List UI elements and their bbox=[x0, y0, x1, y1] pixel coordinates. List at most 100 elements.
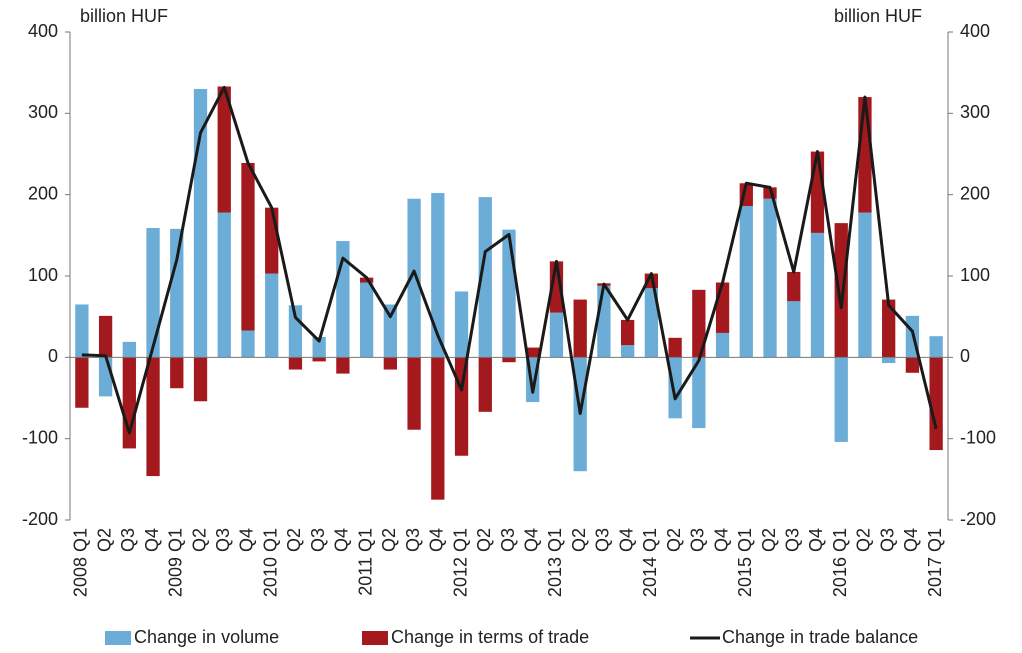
x-tick-label: Q2 bbox=[854, 528, 874, 552]
y-tick-label: -200 bbox=[22, 509, 58, 529]
x-tick-label: Q3 bbox=[688, 528, 708, 552]
x-tick-label: Q4 bbox=[901, 528, 921, 552]
bar bbox=[454, 291, 469, 358]
bar bbox=[312, 337, 326, 358]
legend-swatch bbox=[105, 631, 131, 645]
bar bbox=[170, 357, 184, 389]
bar bbox=[217, 86, 231, 213]
bar bbox=[122, 341, 136, 358]
x-tick-label: 2008 Q1 bbox=[71, 528, 91, 597]
x-tick-label: Q3 bbox=[403, 528, 423, 552]
bar bbox=[336, 357, 350, 374]
y2-tick-label: 300 bbox=[960, 102, 990, 122]
bar bbox=[621, 345, 635, 358]
bar bbox=[265, 207, 279, 274]
bar bbox=[359, 282, 374, 358]
bar bbox=[407, 357, 421, 430]
x-tick-label: Q4 bbox=[806, 528, 826, 552]
bar bbox=[668, 337, 682, 358]
y-tick-label: 100 bbox=[28, 265, 58, 285]
x-tick-label: Q4 bbox=[711, 528, 731, 552]
x-tick-label: Q2 bbox=[474, 528, 494, 552]
x-tick-label: Q2 bbox=[94, 528, 114, 552]
x-tick-label: Q2 bbox=[569, 528, 589, 552]
x-tick-label: Q4 bbox=[237, 528, 257, 552]
bar bbox=[787, 301, 801, 358]
x-tick-label: Q2 bbox=[284, 528, 304, 552]
bar bbox=[858, 97, 872, 213]
x-tick-label: Q4 bbox=[427, 528, 447, 552]
legend-swatch bbox=[362, 631, 388, 645]
bar bbox=[454, 357, 469, 456]
bar bbox=[75, 304, 89, 358]
x-tick-label: 2009 Q1 bbox=[166, 528, 186, 597]
bar bbox=[882, 357, 896, 364]
x-tick-label: 2014 Q1 bbox=[640, 528, 660, 597]
bar bbox=[265, 273, 279, 358]
bar bbox=[810, 151, 825, 233]
x-tick-label: Q4 bbox=[332, 528, 352, 552]
x-tick-label: Q3 bbox=[783, 528, 803, 552]
y2-tick-label: 200 bbox=[960, 183, 990, 203]
y2-tick-label: 0 bbox=[960, 346, 970, 366]
x-tick-label: Q3 bbox=[118, 528, 138, 552]
bar bbox=[502, 357, 516, 363]
y2-tick-label: -100 bbox=[960, 427, 996, 447]
bar bbox=[383, 304, 397, 358]
y-tick-label: 300 bbox=[28, 102, 58, 122]
bar bbox=[597, 285, 611, 358]
bar bbox=[692, 357, 706, 429]
bar bbox=[241, 162, 255, 331]
x-tick-label: Q3 bbox=[593, 528, 613, 552]
bar bbox=[810, 232, 825, 358]
bar bbox=[241, 330, 255, 358]
bar bbox=[98, 357, 113, 397]
bar bbox=[929, 357, 943, 451]
bar bbox=[431, 193, 445, 358]
y-tick-label: -100 bbox=[22, 427, 58, 447]
bar bbox=[75, 357, 89, 408]
bar bbox=[146, 228, 160, 358]
y2-tick-label: 100 bbox=[960, 265, 990, 285]
bar bbox=[715, 332, 730, 358]
x-tick-label: Q3 bbox=[308, 528, 328, 552]
bar bbox=[692, 289, 706, 358]
x-tick-label: Q2 bbox=[189, 528, 209, 552]
bar bbox=[834, 357, 848, 442]
x-tick-label: 2010 Q1 bbox=[260, 528, 280, 597]
bar bbox=[383, 357, 397, 370]
y-tick-label: 200 bbox=[28, 183, 58, 203]
x-tick-label: Q2 bbox=[759, 528, 779, 552]
bar bbox=[834, 223, 848, 358]
y2-tick-label: 400 bbox=[960, 21, 990, 41]
legend-label: Change in volume bbox=[134, 627, 279, 647]
bar bbox=[668, 357, 682, 419]
bar bbox=[431, 357, 445, 500]
bar bbox=[288, 357, 303, 370]
bar bbox=[644, 288, 659, 358]
x-tick-label: Q3 bbox=[498, 528, 518, 552]
y-tick-label: 0 bbox=[48, 346, 58, 366]
bar bbox=[882, 299, 896, 358]
x-tick-label: Q4 bbox=[616, 528, 636, 552]
bar bbox=[502, 229, 516, 358]
x-tick-label: Q4 bbox=[521, 528, 541, 552]
bar bbox=[526, 347, 540, 358]
bar bbox=[170, 228, 184, 358]
bar bbox=[193, 88, 208, 358]
x-tick-label: 2017 Q1 bbox=[925, 528, 945, 597]
bar bbox=[763, 198, 777, 358]
bar bbox=[763, 187, 777, 199]
bar bbox=[146, 357, 160, 477]
y-tick-label: 400 bbox=[28, 21, 58, 41]
bar bbox=[621, 319, 635, 346]
bar bbox=[122, 357, 136, 449]
bar bbox=[193, 357, 208, 402]
bar bbox=[929, 336, 943, 358]
legend-label: Change in trade balance bbox=[722, 627, 918, 647]
x-tick-label: 2012 Q1 bbox=[450, 528, 470, 597]
y2-axis-title: billion HUF bbox=[834, 6, 922, 26]
line bbox=[81, 85, 938, 435]
bar bbox=[858, 212, 872, 358]
bar bbox=[715, 282, 730, 333]
